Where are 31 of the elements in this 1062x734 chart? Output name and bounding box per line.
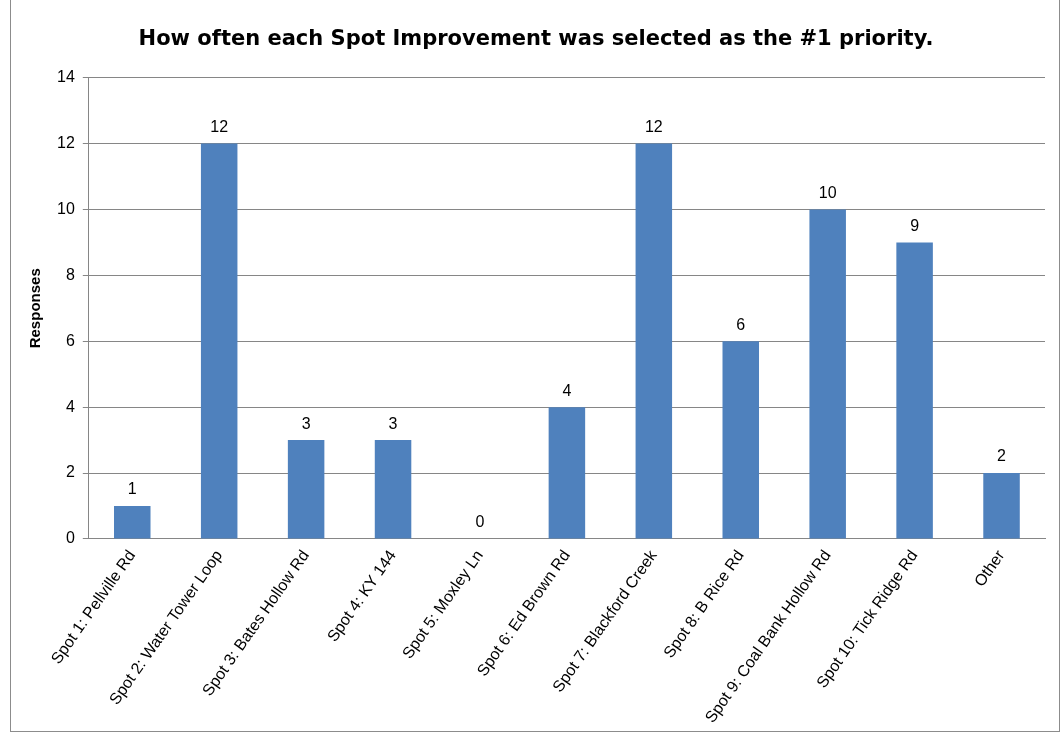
y-tick-label: 4 bbox=[65, 397, 75, 415]
y-tick-label: 8 bbox=[65, 265, 75, 283]
data-label: 0 bbox=[475, 513, 485, 531]
data-label: 2 bbox=[997, 447, 1007, 465]
bar bbox=[983, 473, 1020, 539]
y-tick-label: 12 bbox=[57, 133, 75, 151]
bar bbox=[635, 143, 673, 539]
data-label: 12 bbox=[210, 117, 229, 135]
bar bbox=[200, 143, 238, 539]
bar bbox=[287, 440, 325, 539]
data-label: 6 bbox=[736, 315, 746, 333]
bar bbox=[548, 407, 586, 539]
data-label: 4 bbox=[562, 381, 572, 399]
data-label: 3 bbox=[301, 414, 311, 432]
y-tick-label: 14 bbox=[57, 68, 75, 86]
data-label: 12 bbox=[644, 117, 663, 135]
y-tick-label: 10 bbox=[57, 199, 75, 217]
y-tick-label: 2 bbox=[65, 463, 75, 481]
data-label: 3 bbox=[388, 414, 398, 432]
y-axis-title: Responses bbox=[26, 268, 44, 349]
bar bbox=[722, 341, 760, 539]
bar bbox=[114, 506, 151, 539]
data-label: 10 bbox=[818, 183, 837, 201]
y-tick-label: 0 bbox=[65, 529, 75, 547]
data-label: 9 bbox=[910, 216, 920, 234]
chart-title: How often each Spot Improvement was selected as the #1 priority. bbox=[137, 26, 935, 50]
bar bbox=[809, 209, 846, 539]
bar bbox=[896, 242, 933, 539]
y-tick-label: 6 bbox=[65, 331, 75, 349]
bar bbox=[374, 440, 412, 539]
data-label: 1 bbox=[127, 480, 137, 498]
